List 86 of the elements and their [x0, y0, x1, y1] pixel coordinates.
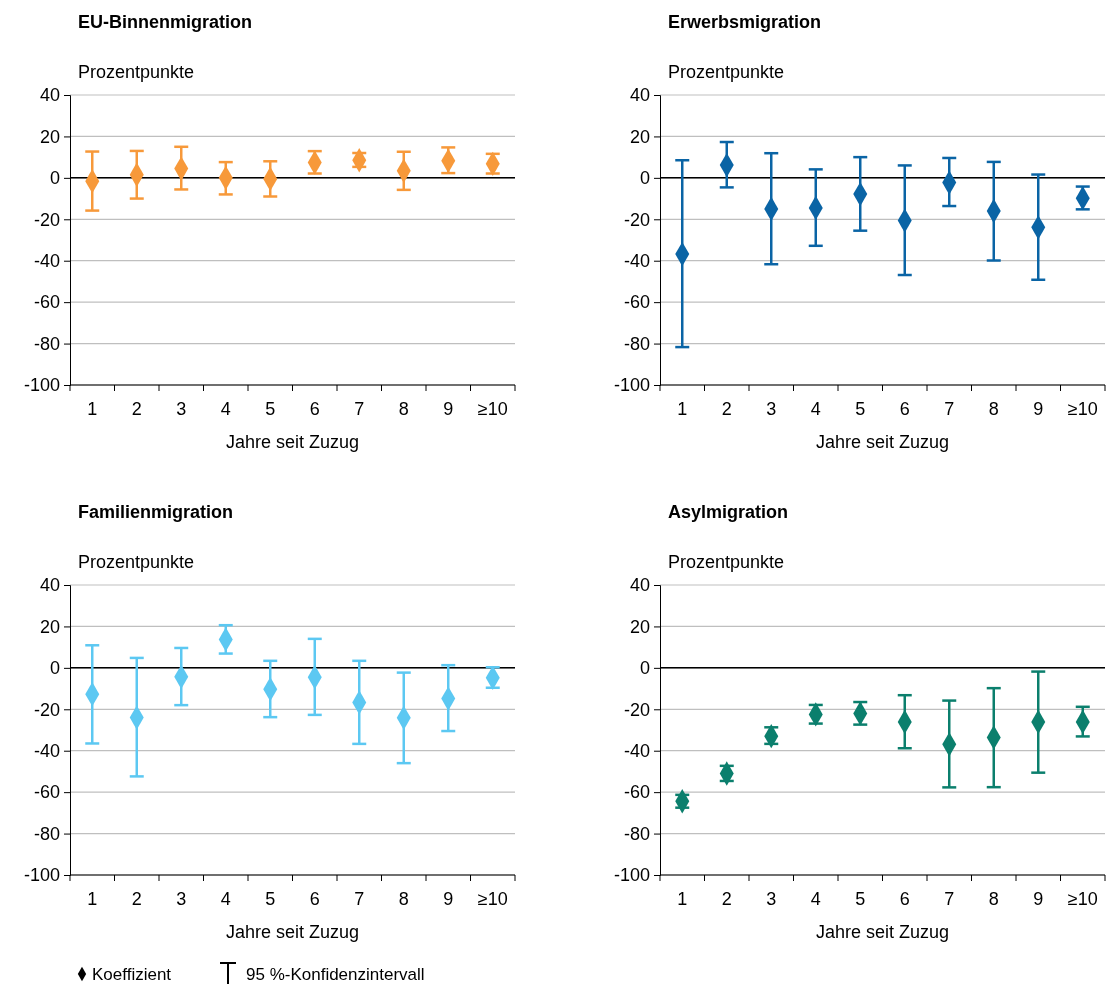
x-tick-label: 7 [944, 399, 955, 419]
y-tick-label: -80 [623, 333, 650, 354]
x-tick-label: 3 [766, 399, 777, 419]
x-tick-label: 5 [855, 889, 866, 909]
y-tick-label: 20 [629, 126, 650, 147]
x-tick-label: 1 [677, 889, 688, 909]
y-tick-label: -100 [23, 865, 60, 886]
x-tick-label: ≥10 [477, 889, 508, 909]
y-tick-label: -60 [623, 782, 650, 803]
chart-title: Erwerbsmigration [668, 12, 822, 32]
y-tick-label: -40 [623, 250, 650, 271]
y-tick-label: -80 [623, 823, 650, 844]
x-tick-label: 2 [131, 399, 142, 419]
x-tick-label: 9 [1033, 889, 1044, 909]
x-axis-title: Jahre seit Zuzug [815, 922, 950, 942]
x-tick-label: 3 [176, 889, 187, 909]
y-tick-label: -60 [623, 292, 650, 313]
x-tick-label: 4 [220, 889, 231, 909]
y-tick-label: 0 [49, 658, 60, 679]
x-tick-label: 1 [677, 399, 688, 419]
x-tick-label: 6 [899, 889, 910, 909]
x-axis-title: Jahre seit Zuzug [815, 432, 950, 452]
y-tick-label: -100 [613, 375, 650, 396]
chart-title: Asylmigration [668, 502, 789, 522]
y-tick-label: 20 [39, 616, 60, 637]
y-tick-label: -80 [33, 823, 60, 844]
y-tick-label: -40 [33, 740, 60, 761]
y-tick-label: -40 [33, 250, 60, 271]
x-tick-label: 6 [899, 399, 910, 419]
y-tick-label: 20 [39, 126, 60, 147]
x-tick-label: 7 [354, 889, 365, 909]
y-tick-label: -40 [623, 740, 650, 761]
x-tick-label: 7 [354, 399, 365, 419]
y-tick-label: 20 [629, 616, 650, 637]
x-tick-label: 4 [220, 399, 231, 419]
x-tick-label: ≥10 [1067, 889, 1098, 909]
y-tick-label: 40 [629, 575, 650, 596]
y-tick-label: -20 [623, 699, 650, 720]
x-tick-label: 8 [398, 889, 409, 909]
x-tick-label: 7 [944, 889, 955, 909]
x-tick-label: 9 [443, 399, 454, 419]
x-tick-label: 2 [721, 399, 732, 419]
x-tick-label: 9 [443, 889, 454, 909]
x-tick-label: 1 [87, 399, 98, 419]
x-axis-title: Jahre seit Zuzug [225, 432, 360, 452]
x-tick-label: 8 [398, 399, 409, 419]
x-tick-label: 3 [176, 399, 187, 419]
y-tick-label: -60 [33, 292, 60, 313]
y-tick-label: -100 [23, 375, 60, 396]
x-tick-label: 6 [309, 889, 320, 909]
x-tick-label: 1 [87, 889, 98, 909]
x-axis-title: Jahre seit Zuzug [225, 922, 360, 942]
y-tick-label: 0 [49, 168, 60, 189]
y-tick-label: -100 [613, 865, 650, 886]
y-tick-label: -20 [33, 209, 60, 230]
x-tick-label: 4 [810, 889, 821, 909]
text: 95 %-Konfidenzintervall [246, 965, 425, 984]
x-tick-label: 5 [855, 399, 866, 419]
x-tick-label: 2 [131, 889, 142, 909]
y-tick-label: -80 [33, 333, 60, 354]
x-tick-label: ≥10 [1067, 399, 1098, 419]
chart-title: EU-Binnenmigration [78, 12, 252, 32]
y-axis-title: Prozentpunkte [668, 62, 785, 82]
y-tick-label: -20 [33, 699, 60, 720]
y-tick-label: -20 [623, 209, 650, 230]
y-tick-label: 40 [629, 85, 650, 106]
y-axis-title: Prozentpunkte [78, 552, 195, 572]
x-tick-label: 8 [988, 399, 999, 419]
x-tick-label: 8 [988, 889, 999, 909]
x-tick-label: 2 [721, 889, 732, 909]
x-tick-label: 9 [1033, 399, 1044, 419]
y-axis-title: Prozentpunkte [668, 552, 785, 572]
y-tick-label: 40 [39, 575, 60, 596]
x-tick-label: 5 [265, 399, 276, 419]
y-axis-title: Prozentpunkte [78, 62, 195, 82]
y-tick-label: 0 [639, 658, 650, 679]
x-tick-label: 6 [309, 399, 320, 419]
x-tick-label: 3 [766, 889, 777, 909]
x-tick-label: 5 [265, 889, 276, 909]
x-tick-label: ≥10 [477, 399, 508, 419]
y-tick-label: 0 [639, 168, 650, 189]
y-tick-label: -60 [33, 782, 60, 803]
x-tick-label: 4 [810, 399, 821, 419]
text: Koeffizient [92, 965, 172, 984]
chart-title: Familienmigration [78, 502, 234, 522]
y-tick-label: 40 [39, 85, 60, 106]
